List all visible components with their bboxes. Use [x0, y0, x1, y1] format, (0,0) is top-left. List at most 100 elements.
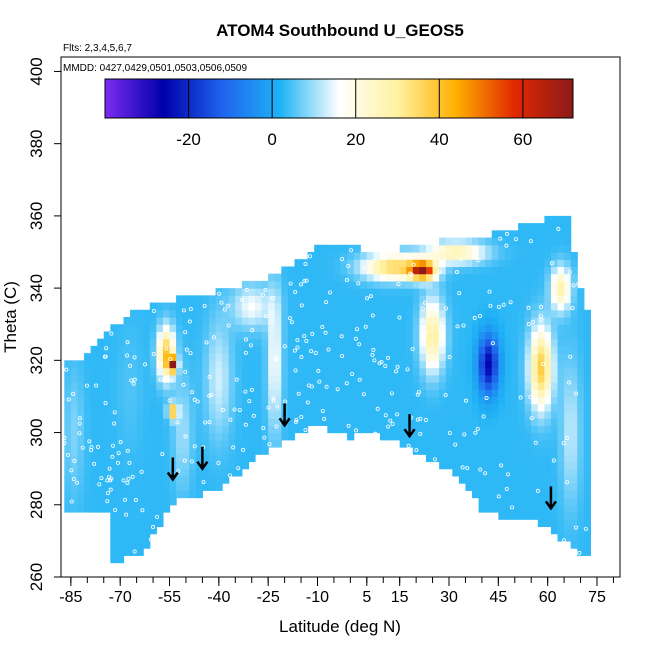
heatmap-cell — [557, 468, 565, 477]
heatmap-cell — [169, 490, 177, 499]
sample-dot — [370, 313, 375, 318]
heatmap-cell — [156, 490, 164, 499]
heatmap-cell — [491, 483, 499, 491]
sample-dot — [217, 291, 222, 296]
heatmap-cell — [268, 309, 276, 318]
heatmap-cell — [491, 461, 499, 470]
x-tick-label: 5 — [362, 589, 371, 606]
heatmap-cell — [294, 389, 302, 398]
heatmap-cell — [445, 410, 453, 419]
heatmap-cell — [366, 396, 374, 405]
heatmap-cell — [169, 396, 177, 405]
heatmap-cell — [353, 338, 361, 347]
heatmap-cell — [458, 461, 467, 470]
heatmap-cell — [248, 360, 256, 369]
heatmap-cell — [156, 345, 164, 354]
heatmap-cell — [176, 302, 184, 311]
heatmap-cell — [518, 273, 526, 282]
heatmap-cell — [255, 338, 263, 347]
heatmap-cell — [301, 338, 309, 347]
heatmap-cell — [320, 244, 328, 253]
heatmap-cell — [406, 259, 414, 268]
heatmap-cell — [544, 454, 552, 463]
heatmap-cell — [583, 324, 592, 333]
heatmap-cell — [393, 273, 401, 282]
heatmap-cell — [241, 418, 250, 426]
heatmap-cell — [156, 389, 164, 398]
heatmap-cell — [524, 439, 532, 448]
heatmap-cell — [353, 367, 361, 376]
heatmap-cell — [235, 302, 243, 311]
heatmap-cell — [478, 302, 486, 311]
heatmap-cell — [478, 439, 486, 448]
heatmap-cell — [333, 353, 342, 361]
heatmap-cell — [353, 382, 361, 390]
sample-dot — [322, 416, 327, 421]
heatmap-cell — [491, 418, 499, 426]
heatmap-cell — [301, 389, 309, 398]
sample-dot — [115, 460, 120, 465]
sample-dot — [501, 302, 506, 307]
heatmap-cell — [379, 259, 388, 268]
heatmap-cell — [123, 338, 131, 347]
heatmap-cell — [544, 345, 552, 354]
heatmap-cell — [228, 396, 236, 405]
heatmap-cell — [149, 338, 157, 347]
heatmap-cell — [498, 403, 506, 412]
heatmap-cell — [491, 317, 499, 325]
heatmap-cell — [531, 266, 539, 275]
heatmap-cell — [136, 483, 144, 491]
heatmap-cell — [504, 252, 513, 260]
heatmap-cell — [228, 432, 236, 441]
sample-dot — [189, 390, 194, 395]
heatmap-cell — [195, 403, 203, 412]
heatmap-cell — [491, 288, 499, 296]
heatmap-cell — [458, 338, 467, 347]
heatmap-cell — [84, 483, 92, 491]
heatmap-cell — [478, 266, 486, 275]
sample-dot — [133, 497, 138, 502]
heatmap-cell — [248, 447, 256, 455]
heatmap-cell — [327, 309, 335, 318]
heatmap-cell — [340, 345, 348, 354]
heatmap-cell — [537, 302, 545, 311]
heatmap-cell — [347, 374, 355, 383]
heatmap-cell — [143, 317, 151, 325]
heatmap-cell — [425, 345, 434, 354]
heatmap-cell — [439, 259, 447, 268]
heatmap-cell — [235, 468, 243, 477]
heatmap-cell — [360, 374, 368, 383]
heatmap-cell — [255, 382, 263, 390]
heatmap-cell — [149, 353, 157, 361]
x-tick-label: -70 — [109, 589, 132, 606]
heatmap-cell — [511, 461, 519, 470]
heatmap-cell — [583, 389, 592, 398]
heatmap-cell — [241, 382, 250, 390]
heatmap-cell — [353, 360, 361, 369]
heatmap-cell — [130, 396, 138, 405]
heatmap-cell — [287, 353, 296, 361]
heatmap-cell — [564, 288, 572, 296]
heatmap-cell — [314, 345, 322, 354]
sample-dot — [361, 392, 366, 397]
heatmap-cell — [84, 468, 92, 477]
heatmap-cell — [235, 367, 243, 376]
sample-dot — [94, 383, 99, 388]
down-arrow-icon — [278, 403, 291, 428]
heatmap-cell — [412, 302, 421, 311]
heatmap-cell — [550, 259, 559, 268]
heatmap-cell — [524, 367, 532, 376]
heatmap-cell — [511, 324, 519, 333]
heatmap-cell — [577, 403, 585, 412]
heatmap-cell — [228, 425, 236, 434]
heatmap-cell — [393, 288, 401, 296]
heatmap-cell — [419, 425, 427, 434]
heatmap-cell — [379, 345, 388, 354]
sample-dot — [292, 348, 297, 353]
heatmap-cell — [228, 309, 236, 318]
heatmap-cell — [149, 360, 157, 369]
heatmap-cell — [189, 338, 197, 347]
heatmap-cell — [149, 317, 157, 325]
heatmap-cell — [320, 418, 328, 426]
